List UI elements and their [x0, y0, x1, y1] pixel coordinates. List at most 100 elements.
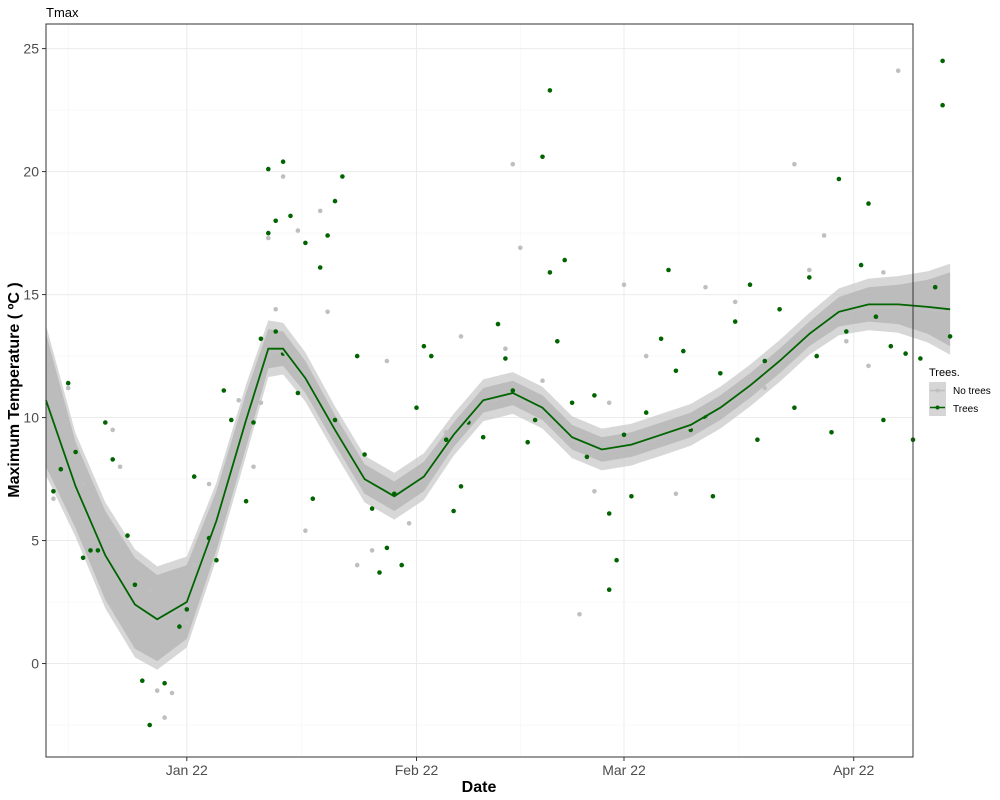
point-no-trees: [51, 496, 56, 502]
point-no-trees: [236, 398, 241, 403]
point-no-trees: [369, 548, 375, 553]
point-trees: [258, 336, 264, 342]
point-trees: [532, 417, 538, 423]
x-tick-label: Feb 22: [395, 762, 439, 778]
point-trees: [340, 174, 345, 179]
point-no-trees: [673, 491, 679, 497]
legend-label-trees: Trees: [953, 404, 978, 415]
point-no-trees: [510, 161, 516, 167]
point-trees: [658, 336, 664, 342]
point-no-trees: [866, 363, 871, 369]
point-trees: [629, 494, 634, 499]
point-trees: [51, 489, 56, 494]
point-trees: [480, 434, 486, 440]
point-trees: [325, 233, 330, 238]
point-trees: [673, 368, 679, 374]
point-trees: [110, 457, 115, 462]
point-trees: [643, 410, 649, 415]
point-no-trees: [206, 481, 212, 487]
legend-key-no-trees: [929, 382, 946, 399]
point-no-trees: [117, 464, 123, 470]
point-no-trees: [110, 427, 115, 433]
point-no-trees: [807, 267, 812, 273]
point-trees: [792, 405, 797, 411]
point-trees: [503, 356, 508, 361]
point-trees: [288, 213, 293, 219]
point-trees: [540, 154, 545, 160]
x-axis-ticks: Jan 22 Feb 22 Mar 22 Apr 22: [166, 757, 875, 778]
point-trees: [858, 262, 864, 268]
smooth-confidence-band: [46, 263, 951, 670]
point-trees: [932, 284, 938, 290]
point-trees: [443, 437, 449, 443]
y-tick-label: 0: [31, 656, 39, 672]
point-no-trees: [821, 233, 827, 238]
point-no-trees: [443, 430, 449, 435]
point-trees: [718, 371, 723, 376]
point-trees: [710, 494, 716, 499]
point-trees: [310, 496, 316, 502]
point-no-trees: [317, 208, 323, 214]
point-trees: [614, 557, 619, 563]
point-no-trees: [540, 378, 545, 384]
point-no-trees: [458, 334, 464, 339]
y-tick-label: 10: [23, 410, 39, 426]
point-trees: [873, 314, 879, 320]
point-trees: [495, 321, 501, 327]
smooth-line-no-trees: [45, 306, 951, 624]
point-trees: [58, 466, 64, 472]
point-trees: [918, 356, 923, 361]
point-trees: [369, 506, 375, 511]
point-trees: [569, 400, 575, 406]
y-tick-label: 15: [23, 287, 39, 303]
point-no-trees: [881, 270, 886, 275]
plot-title: Tmax: [46, 5, 79, 20]
point-trees: [666, 267, 671, 273]
point-trees: [903, 351, 908, 356]
x-tick-label: Jan 22: [166, 762, 208, 778]
point-trees: [829, 430, 834, 435]
point-trees: [606, 511, 612, 516]
point-no-trees: [154, 688, 160, 693]
point-no-trees: [762, 385, 768, 391]
smooth-line-trees: [45, 303, 951, 621]
y-tick-label: 25: [23, 41, 39, 57]
point-no-trees: [80, 481, 86, 487]
point-trees: [140, 678, 145, 683]
point-trees: [807, 275, 812, 280]
point-trees: [332, 198, 338, 204]
legend: Trees. No trees Trees: [929, 367, 991, 416]
x-tick-label: Mar 22: [602, 762, 646, 778]
point-no-trees: [732, 299, 738, 305]
point-no-trees: [792, 161, 797, 167]
point-trees: [251, 420, 256, 425]
point-trees: [273, 218, 279, 224]
smooth-line: [45, 303, 951, 624]
point-trees: [243, 498, 249, 504]
point-no-trees: [406, 521, 412, 526]
point-trees: [732, 319, 738, 324]
point-no-trees: [162, 715, 167, 720]
point-trees: [65, 380, 71, 386]
point-no-trees: [643, 353, 649, 359]
point-trees: [747, 282, 753, 288]
point-trees: [303, 240, 308, 246]
point-trees: [354, 353, 360, 359]
y-axis-title: Maximum Temperature ( ºC ): [6, 282, 23, 497]
panel-border: [45, 23, 914, 758]
point-trees: [421, 343, 427, 349]
point-trees: [836, 176, 842, 182]
point-trees: [266, 166, 271, 172]
point-trees: [881, 417, 886, 423]
point-no-trees: [844, 339, 849, 344]
point-trees: [332, 417, 338, 423]
x-axis-title: Date: [462, 779, 497, 796]
point-trees: [73, 449, 78, 455]
y-tick-label: 5: [31, 533, 39, 549]
point-trees: [95, 548, 101, 553]
point-trees: [547, 88, 553, 93]
point-no-trees: [191, 562, 197, 568]
point-no-trees: [273, 307, 279, 312]
point-trees: [147, 722, 152, 728]
point-trees: [103, 420, 108, 425]
